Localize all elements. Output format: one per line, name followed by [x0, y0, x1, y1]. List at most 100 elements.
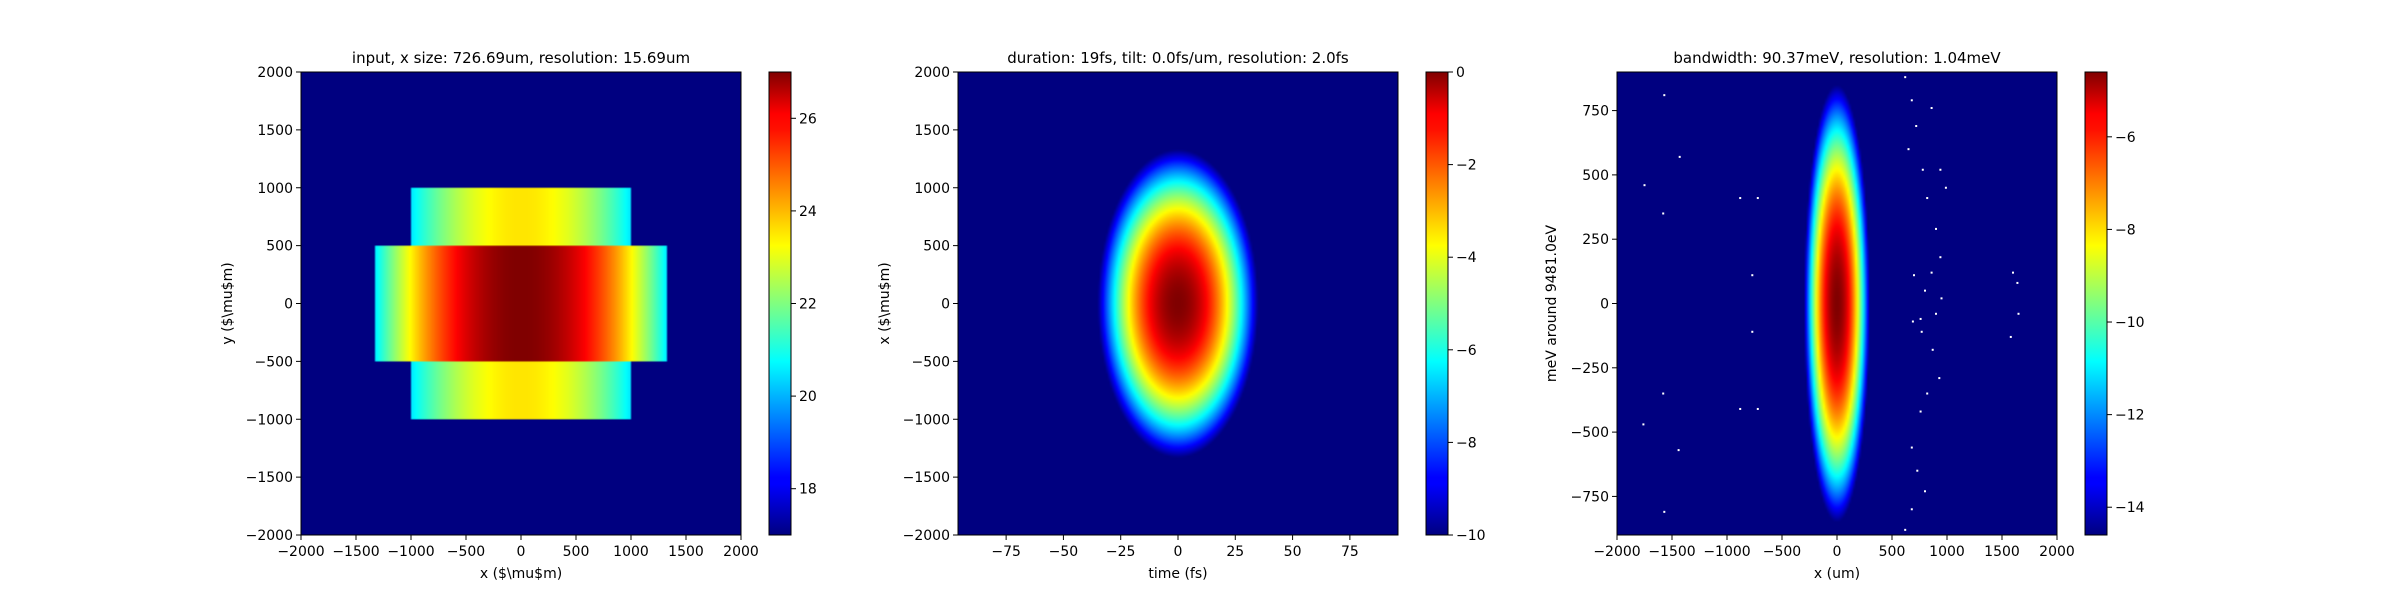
x-tick-label: −2000: [277, 544, 324, 560]
colorbar: [1426, 72, 1448, 535]
speckle-point: [1904, 528, 1907, 531]
speckle-point: [1910, 99, 1913, 102]
x-tick-label: −500: [1763, 544, 1801, 560]
colorbar-tick-label: −6: [2115, 130, 2136, 146]
x-tick-label: −1500: [1648, 544, 1695, 560]
y-tick-label: −1000: [903, 412, 950, 428]
speckle-point: [2012, 271, 2014, 274]
y-tick-label: 500: [266, 239, 293, 255]
x-axis-ticks: −2000 −1500 −1000 −500 0 500 1000 1500 2000: [1593, 535, 2075, 560]
y-tick-label: 0: [941, 297, 950, 313]
speckle-point: [1663, 510, 1666, 513]
x-tick-label: −1000: [387, 544, 434, 560]
colorbar-tick-label: 20: [799, 389, 817, 405]
y-tick-label: −750: [1571, 489, 1609, 505]
y-tick-label: −1500: [246, 470, 293, 486]
y-tick-label: −1000: [246, 412, 293, 428]
speckle-point: [1919, 410, 1922, 413]
speckle-point: [1930, 107, 1933, 110]
speckle-point: [1662, 212, 1665, 215]
speckle-point: [1924, 490, 1926, 493]
heatmap-image: [1617, 72, 2057, 535]
chart-title: bandwidth: 90.37meV, resolution: 1.04meV: [1673, 49, 2001, 67]
colorbar-tick-label: −10: [2115, 315, 2145, 331]
x-tick-label: 0: [1833, 544, 1842, 560]
speckle-point: [1916, 469, 1919, 472]
x-tick-label: −1000: [1703, 544, 1750, 560]
y-tick-label: −500: [912, 354, 950, 370]
speckle-point: [1756, 407, 1759, 410]
speckle-point: [1739, 197, 1742, 200]
speckle-point: [1944, 186, 1947, 189]
speckle-point: [1663, 94, 1666, 97]
y-tick-label: −2000: [903, 528, 950, 544]
speckle-point: [1935, 312, 1937, 315]
x-tick-label: −50: [1049, 544, 1079, 560]
colorbar-tick-label: −8: [1456, 435, 1477, 451]
x-tick-label: 75: [1341, 544, 1359, 560]
speckle-point: [1643, 184, 1646, 187]
speckle-point: [1739, 407, 1742, 410]
speckle-point: [1926, 197, 1929, 200]
y-tick-label: 500: [1582, 168, 1609, 184]
speckle-point: [1930, 271, 1933, 274]
colorbar-frame: [2084, 71, 2108, 536]
y-tick-label: 1500: [914, 123, 950, 139]
panel-bandwidth: bandwidth: 90.37meV, resolution: 1.04meV…: [1544, 49, 2145, 582]
y-tick-label: 1000: [914, 181, 950, 197]
y-tick-label: 0: [284, 297, 293, 313]
speckle-point: [1931, 348, 1934, 351]
speckle-point: [1940, 297, 1943, 300]
colorbar-tick-label: −8: [2115, 222, 2136, 238]
speckle-point: [2009, 335, 2012, 338]
speckle-point: [1939, 256, 1942, 259]
x-axis-label: x (um): [1814, 566, 1860, 582]
x-tick-label: 0: [1174, 544, 1183, 560]
x-tick-label: 1500: [1984, 544, 2020, 560]
colorbar-tick-label: 22: [799, 297, 817, 313]
x-axis-ticks: −75 −50 −25 0 25 50 75: [991, 535, 1359, 560]
chart-title: input, x size: 726.69um, resolution: 15.…: [352, 49, 690, 67]
x-axis-label: time (fs): [1148, 566, 1207, 582]
speckle-point: [1911, 320, 1914, 323]
colorbar-ticks: −14 −12 −10 −8 −6: [2107, 130, 2145, 516]
speckle-point: [1926, 392, 1929, 395]
colorbar-tick-label: −6: [1456, 343, 1477, 359]
speckle-point: [1915, 125, 1918, 128]
colorbar-tick-label: 0: [1456, 65, 1465, 81]
speckle-point: [1904, 76, 1907, 79]
y-tick-label: 1000: [257, 181, 293, 197]
colorbar-tick-label: −2: [1456, 158, 1477, 174]
x-tick-label: −2000: [1593, 544, 1640, 560]
y-tick-label: 1500: [257, 123, 293, 139]
x-axis-ticks: −2000 −1500 −1000 −500 0 500 1000 1500 2000: [277, 535, 759, 560]
y-tick-label: −1500: [903, 470, 950, 486]
colorbar-tick-label: 24: [799, 204, 817, 220]
speckle-point: [2016, 281, 2019, 284]
y-tick-label: 0: [1600, 297, 1609, 313]
panel-duration: duration: 19fs, tilt: 0.0fs/um, resoluti…: [877, 49, 1486, 582]
x-tick-label: 2000: [2039, 544, 2075, 560]
speckle-point: [1910, 446, 1913, 449]
speckle-point: [1924, 289, 1926, 292]
y-tick-label: 750: [1582, 104, 1609, 120]
colorbar-tick-label: 18: [799, 482, 817, 498]
speckle-point: [1913, 274, 1915, 277]
colorbar: [2085, 72, 2107, 535]
colorbar-tick-label: −10: [1456, 528, 1486, 544]
colorbar-tick-label: 26: [799, 111, 817, 127]
y-axis-label: meV around 9481.0eV: [1544, 225, 1560, 383]
x-tick-label: −75: [991, 544, 1021, 560]
speckle-point: [1756, 197, 1759, 200]
heatmap-image: [958, 72, 1398, 535]
colorbar-tick-label: −4: [1456, 250, 1477, 266]
colorbar-tick-label: −14: [2115, 500, 2145, 516]
colorbar-frame: [1425, 71, 1449, 536]
heatmap-image: [301, 72, 741, 535]
y-axis-ticks: −2000 −1500 −1000 −500 0 500 1000 1500 2000: [903, 65, 958, 544]
speckle-point: [1907, 148, 1910, 151]
x-tick-label: 25: [1226, 544, 1244, 560]
speckle-point: [1751, 274, 1754, 277]
